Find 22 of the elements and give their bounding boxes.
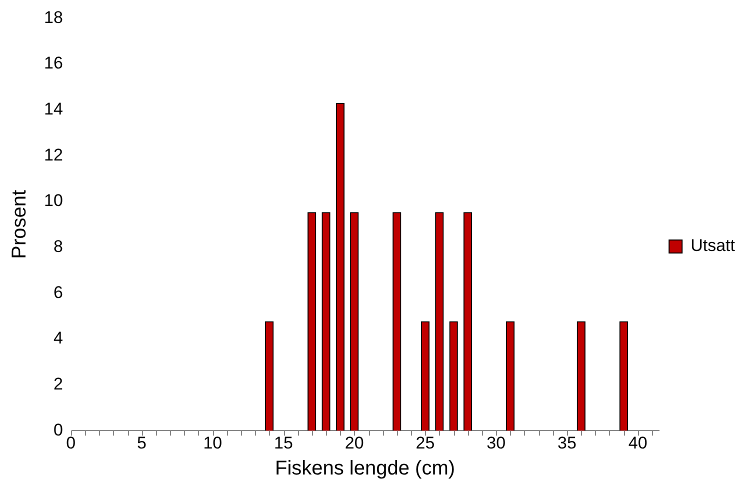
x-tick-label: 40 — [628, 433, 648, 452]
y-tick-label: 18 — [44, 8, 63, 27]
x-tick-label: 15 — [274, 433, 293, 452]
x-tick-label: 10 — [203, 433, 222, 452]
y-tick-label: 16 — [44, 54, 63, 73]
x-tick-label: 20 — [344, 433, 364, 452]
x-tick-label: 35 — [558, 433, 576, 452]
y-tick-label: 6 — [53, 282, 63, 302]
x-tick-label: 25 — [416, 433, 435, 452]
y-tick-label: 8 — [53, 237, 63, 256]
x-tick-label: 30 — [486, 433, 506, 452]
y-tick-label: 4 — [53, 328, 63, 348]
y-tick-label: 2 — [53, 374, 63, 394]
y-tick-label: 14 — [44, 100, 63, 119]
y-axis-title: Prosent — [8, 190, 31, 259]
x-tick-label: 5 — [137, 433, 147, 452]
x-tick-label: 0 — [66, 433, 76, 452]
x-axis-title: Fiskens lengde (cm) — [274, 458, 456, 480]
y-tick-label: 0 — [53, 420, 63, 440]
y-tick-label: 10 — [44, 191, 63, 210]
legend-label: Utsatt — [690, 236, 736, 256]
y-tick-label: 12 — [44, 145, 63, 164]
